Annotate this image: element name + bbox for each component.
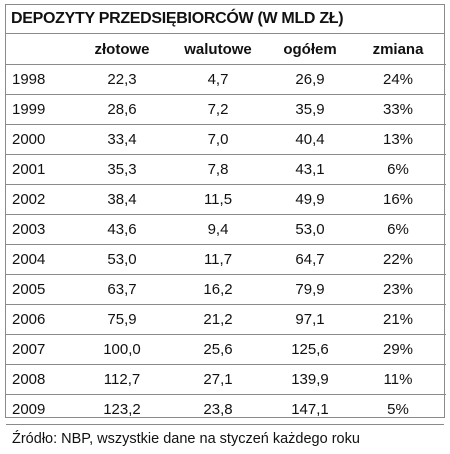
- table-title: DEPOZYTY PRZEDSIĘBIORCÓW (W MLD ZŁ): [6, 5, 444, 34]
- table-body: 1998 22,3 4,7 26,9 24% 1999 28,6 7,2 35,9 33% 2000…: [6, 64, 446, 424]
- ogolem-cell: 64,7: [270, 244, 350, 275]
- year-cell: 2004: [6, 244, 78, 275]
- ogolem-cell: 125,6: [270, 334, 350, 365]
- table-header-row: złotowe walutowe ogółem zmiana: [6, 34, 446, 65]
- year-cell: 2003: [6, 214, 78, 245]
- year-cell: 1999: [6, 94, 78, 125]
- walutowe-cell: 11,5: [166, 184, 270, 215]
- table-row: 2001 35,3 7,8 43,1 6%: [6, 154, 446, 185]
- table-row: 2006 75,9 21,2 97,1 21%: [6, 304, 446, 335]
- table-row: 2007 100,0 25,6 125,6 29%: [6, 334, 446, 365]
- table-row: 1998 22,3 4,7 26,9 24%: [6, 64, 446, 95]
- year-cell: 2009: [6, 394, 78, 424]
- year-cell: 2008: [6, 364, 78, 395]
- zmiana-cell: 24%: [350, 64, 446, 95]
- header-walutowe: walutowe: [184, 40, 252, 58]
- header-ogolem: ogółem: [283, 40, 337, 58]
- table-row: 1999 28,6 7,2 35,9 33%: [6, 94, 446, 125]
- zlotowe-cell: 38,4: [78, 184, 166, 215]
- walutowe-cell: 4,7: [166, 64, 270, 95]
- zmiana-cell: 22%: [350, 244, 446, 275]
- zmiana-cell: 33%: [350, 94, 446, 125]
- ogolem-cell: 147,1: [270, 394, 350, 424]
- ogolem-cell: 139,9: [270, 364, 350, 395]
- zlotowe-cell: 35,3: [78, 154, 166, 185]
- ogolem-cell: 53,0: [270, 214, 350, 245]
- zlotowe-cell: 75,9: [78, 304, 166, 335]
- zmiana-cell: 16%: [350, 184, 446, 215]
- ogolem-cell: 40,4: [270, 124, 350, 155]
- table-row: 2005 63,7 16,2 79,9 23%: [6, 274, 446, 305]
- zlotowe-cell: 28,6: [78, 94, 166, 125]
- zmiana-cell: 6%: [350, 154, 446, 185]
- walutowe-cell: 27,1: [166, 364, 270, 395]
- deposits-table: złotowe walutowe ogółem zmiana 1998 22,3 4…: [6, 34, 446, 424]
- table-row: 2009 123,2 23,8 147,1 5%: [6, 394, 446, 424]
- walutowe-cell: 21,2: [166, 304, 270, 335]
- year-cell: 2002: [6, 184, 78, 215]
- ogolem-cell: 49,9: [270, 184, 350, 215]
- zlotowe-cell: 43,6: [78, 214, 166, 245]
- header-zlotowe: złotowe: [94, 40, 150, 58]
- zlotowe-cell: 123,2: [78, 394, 166, 424]
- ogolem-cell: 35,9: [270, 94, 350, 125]
- walutowe-cell: 16,2: [166, 274, 270, 305]
- zlotowe-cell: 33,4: [78, 124, 166, 155]
- walutowe-cell: 7,2: [166, 94, 270, 125]
- table-row: 2008 112,7 27,1 139,9 11%: [6, 364, 446, 395]
- zlotowe-cell: 100,0: [78, 334, 166, 365]
- zlotowe-cell: 112,7: [78, 364, 166, 395]
- zmiana-cell: 23%: [350, 274, 446, 305]
- header-zmiana: zmiana: [372, 40, 424, 58]
- source-note: Źródło: NBP, wszystkie dane na styczeń k…: [6, 424, 444, 454]
- year-cell: 2001: [6, 154, 78, 185]
- year-cell: 2006: [6, 304, 78, 335]
- zmiana-cell: 21%: [350, 304, 446, 335]
- year-cell: 1998: [6, 64, 78, 95]
- year-cell: 2007: [6, 334, 78, 365]
- table-row: 2004 53,0 11,7 64,7 22%: [6, 244, 446, 275]
- zmiana-cell: 29%: [350, 334, 446, 365]
- walutowe-cell: 7,8: [166, 154, 270, 185]
- ogolem-cell: 43,1: [270, 154, 350, 185]
- ogolem-cell: 26,9: [270, 64, 350, 95]
- zlotowe-cell: 63,7: [78, 274, 166, 305]
- zlotowe-cell: 53,0: [78, 244, 166, 275]
- table-row: 2002 38,4 11,5 49,9 16%: [6, 184, 446, 215]
- walutowe-cell: 23,8: [166, 394, 270, 424]
- year-cell: 2005: [6, 274, 78, 305]
- zmiana-cell: 11%: [350, 364, 446, 395]
- walutowe-cell: 25,6: [166, 334, 270, 365]
- table-row: 2003 43,6 9,4 53,0 6%: [6, 214, 446, 245]
- zmiana-cell: 5%: [350, 394, 446, 424]
- ogolem-cell: 79,9: [270, 274, 350, 305]
- zlotowe-cell: 22,3: [78, 64, 166, 95]
- zmiana-cell: 6%: [350, 214, 446, 245]
- walutowe-cell: 11,7: [166, 244, 270, 275]
- walutowe-cell: 7,0: [166, 124, 270, 155]
- ogolem-cell: 97,1: [270, 304, 350, 335]
- deposits-table-panel: DEPOZYTY PRZEDSIĘBIORCÓW (W MLD ZŁ) złot…: [5, 4, 446, 447]
- zmiana-cell: 13%: [350, 124, 446, 155]
- walutowe-cell: 9,4: [166, 214, 270, 245]
- header-year: [6, 34, 78, 65]
- table-row: 2000 33,4 7,0 40,4 13%: [6, 124, 446, 155]
- year-cell: 2000: [6, 124, 78, 155]
